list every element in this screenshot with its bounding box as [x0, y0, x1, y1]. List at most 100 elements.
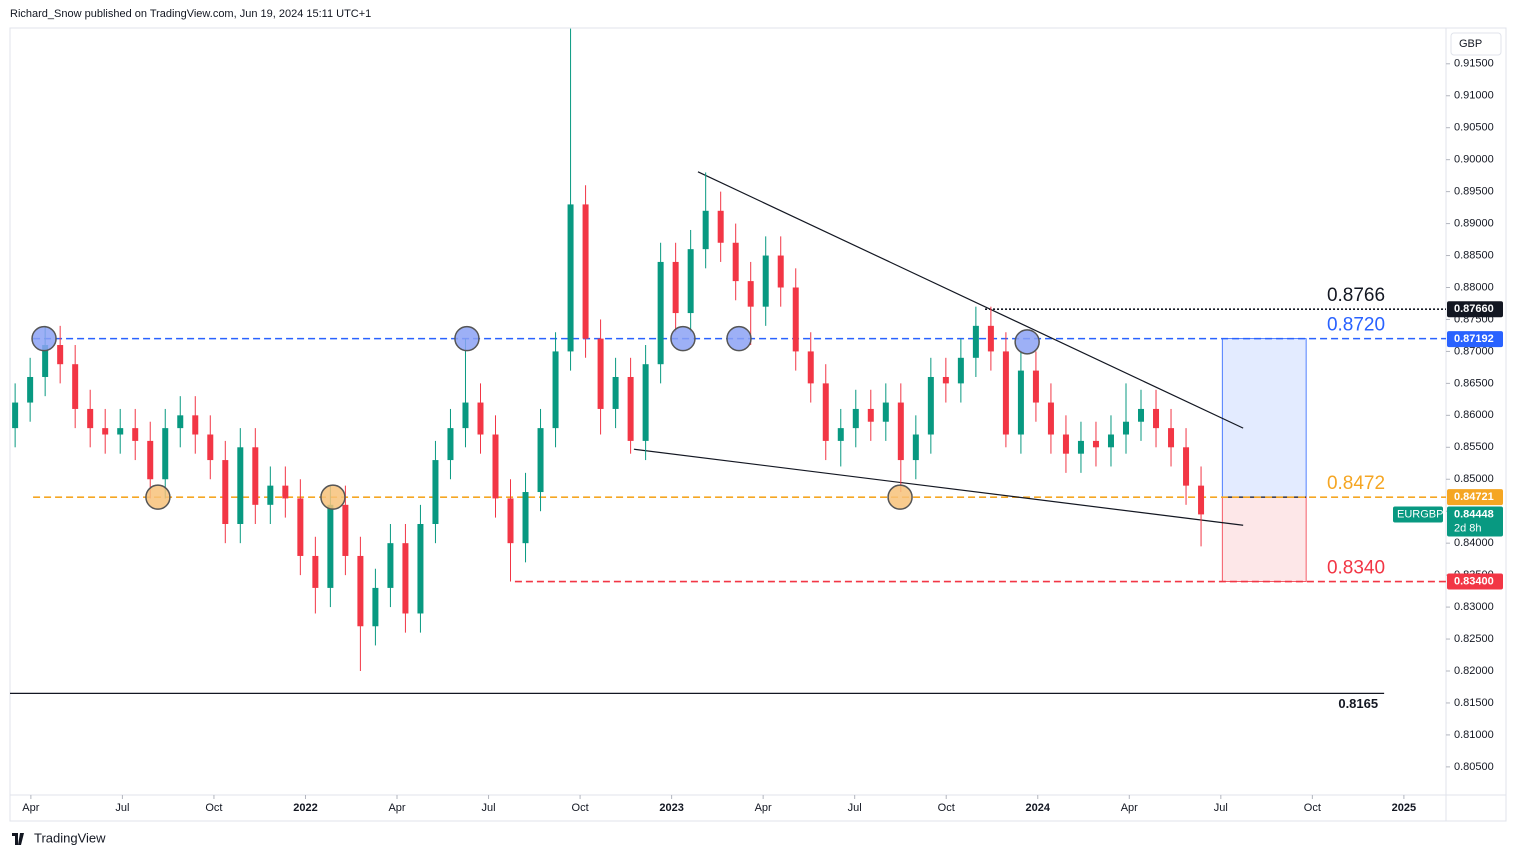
candle-body — [1092, 440, 1099, 448]
y-tick-label: 0.88000 — [1454, 281, 1494, 293]
candle-body — [972, 325, 979, 358]
candle-body — [777, 255, 784, 288]
last-price-label: 0.84448 — [1454, 508, 1494, 520]
candle-body — [57, 345, 64, 365]
candle-body — [282, 485, 289, 499]
candle-body — [567, 204, 574, 352]
candle-body — [792, 287, 799, 352]
candle-body — [1032, 370, 1039, 403]
candle-body — [1077, 440, 1084, 454]
x-tick-label: Oct — [938, 802, 955, 814]
x-tick-label: 2025 — [1392, 802, 1416, 814]
candle-body — [597, 338, 604, 409]
y-tick-label: 0.82000 — [1454, 665, 1494, 677]
candle-body — [1017, 370, 1024, 435]
y-tick-label: 0.86500 — [1454, 377, 1494, 389]
y-tick-label: 0.90500 — [1454, 122, 1494, 134]
candle-body — [42, 345, 49, 377]
candle-body — [252, 447, 259, 505]
candle-body — [987, 325, 994, 352]
candle-body — [372, 587, 379, 627]
level-label: 0.8472 — [1327, 473, 1385, 494]
x-tick-label: Jul — [482, 802, 496, 814]
candle-body — [1107, 434, 1114, 448]
candle-body — [657, 261, 664, 365]
level-label: 0.8766 — [1327, 285, 1385, 306]
candle-body — [462, 402, 469, 429]
price-tag-label: 0.84721 — [1454, 491, 1494, 503]
candle-body — [72, 364, 79, 409]
candle-body — [357, 555, 364, 627]
y-tick-label: 0.80500 — [1454, 761, 1494, 773]
x-tick-label: 2023 — [659, 802, 683, 814]
candle-body — [162, 428, 169, 480]
candle-body — [237, 447, 244, 524]
candle-body — [342, 504, 349, 556]
y-tick-label: 0.86000 — [1454, 409, 1494, 421]
price-tag — [1447, 489, 1503, 506]
y-tick-label: 0.84000 — [1454, 537, 1494, 549]
currency[interactable]: GBP — [1459, 38, 1482, 50]
frame — [9, 27, 1507, 822]
marker — [145, 484, 171, 510]
x-tick-label: Apr — [22, 802, 39, 814]
candle-body — [882, 402, 889, 422]
candle-body — [267, 485, 274, 505]
candle-body — [1198, 485, 1205, 515]
price-tag — [1447, 301, 1503, 318]
candle-body — [87, 408, 94, 429]
marker — [726, 325, 752, 352]
candle-body — [1062, 434, 1069, 454]
x-tick-label: 2024 — [1026, 802, 1051, 814]
x-tick-label: Jul — [1214, 802, 1228, 814]
candle-body — [1183, 447, 1190, 486]
candle-body — [642, 364, 649, 441]
price-tag-label: 0.87192 — [1454, 333, 1494, 345]
candle-body — [927, 376, 934, 435]
candle-body — [1138, 408, 1145, 422]
level-label: 0.8720 — [1327, 315, 1385, 336]
candle-body — [507, 498, 514, 544]
candle-body — [1002, 351, 1009, 435]
candle-body — [1153, 408, 1160, 429]
candle-body — [717, 210, 724, 243]
candle-body — [402, 543, 409, 614]
header: Richard_Snow published on TradingView.co… — [10, 8, 371, 20]
logo — [12, 833, 24, 845]
marker — [454, 325, 480, 352]
y-tick-label: 0.89500 — [1454, 186, 1494, 198]
candle-body — [912, 434, 919, 461]
candle-body — [327, 504, 334, 588]
y-tick-label: 0.89000 — [1454, 217, 1494, 229]
candle-body — [732, 242, 739, 282]
candle-body — [132, 428, 139, 441]
candle-body — [837, 428, 844, 441]
x-tick-label: Jul — [848, 802, 862, 814]
y-tick-label: 0.87000 — [1454, 345, 1494, 357]
candle-body — [1168, 428, 1175, 448]
level-label: 0.8165 — [1338, 696, 1378, 711]
y-tick-label: 0.91500 — [1454, 58, 1494, 70]
y-tick-label: 0.81500 — [1454, 697, 1494, 709]
footer: TradingView — [34, 830, 106, 845]
y-tick-label: 0.90000 — [1454, 154, 1494, 166]
candle-body — [537, 428, 544, 493]
candle-body — [492, 434, 499, 499]
candle-body — [102, 428, 109, 435]
symbol-tag — [1393, 506, 1443, 523]
candle-body — [747, 281, 754, 307]
symbol-label: EURGBP — [1397, 508, 1443, 520]
x-tick-label: Apr — [755, 802, 772, 814]
candle-body — [957, 357, 964, 384]
candle-body — [297, 498, 304, 556]
y-tick-label: 0.88500 — [1454, 249, 1494, 261]
trendline — [633, 448, 1244, 526]
candle-body — [702, 210, 709, 250]
candle-body — [1047, 402, 1054, 435]
price-tag — [1447, 331, 1503, 348]
candle-body — [1122, 421, 1129, 435]
currency-box[interactable] — [1450, 32, 1502, 56]
price-tag-label: 0.87660 — [1454, 303, 1494, 315]
marker — [887, 484, 913, 510]
candle-body — [852, 408, 859, 429]
